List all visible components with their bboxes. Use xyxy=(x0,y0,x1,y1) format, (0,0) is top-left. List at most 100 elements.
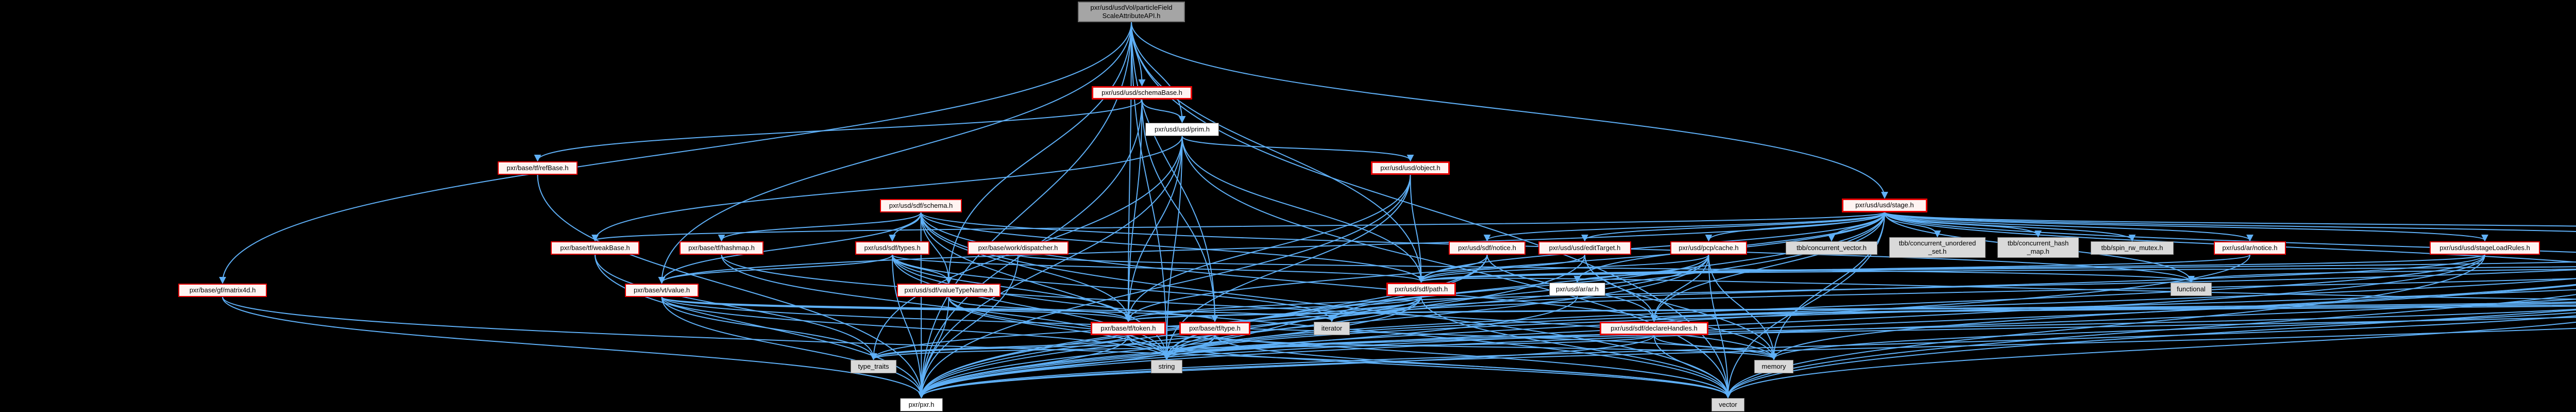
edge-pcpCache-to-sdfPath xyxy=(1417,254,1709,283)
edge-pcpCache-to-iterator xyxy=(1328,254,1709,322)
edge-sdfSchema-to-sdfPath xyxy=(920,212,1425,283)
edge-sdfSchema-to-sdfTypes xyxy=(889,212,922,242)
graph-node-object[interactable]: pxr/usd/usd/object.h xyxy=(1371,161,1450,175)
edge-stage-to-vector xyxy=(1724,212,1885,399)
graph-node-refBase[interactable]: pxr/base/tf/refBase.h xyxy=(498,161,578,175)
graph-node-stage[interactable]: pxr/usd/usd/stage.h xyxy=(1842,199,1927,212)
edge-vtValue-to-pxrH xyxy=(661,296,925,399)
edge-declareHandles-to-pxrH xyxy=(918,335,1655,399)
edge-sdfPath-to-iterator xyxy=(1328,295,1422,322)
edge-schemaBase-to-refBase xyxy=(534,99,1143,162)
edge-schemaRegistry-to-sdfPath xyxy=(1418,275,2576,300)
graph-node-vtValue[interactable]: pxr/base/vt/value.h xyxy=(625,284,699,297)
edge-root-to-matrix4d xyxy=(219,22,1132,284)
graph-node-pcpCache[interactable]: pxr/usd/pcp/cache.h xyxy=(1670,241,1747,255)
graph-node-vector: vector xyxy=(1711,398,1744,411)
graph-node-functional: functional xyxy=(2171,283,2212,296)
edge-valueTypeName-to-pxrH xyxy=(918,296,950,399)
graph-node-root: pxr/usd/usdVol/particleField ScaleAttrib… xyxy=(1078,2,1185,22)
graph-node-sdfTypes[interactable]: pxr/usd/sdf/types.h xyxy=(855,241,929,255)
edge-stage-to-sdfNotice xyxy=(1483,212,1885,242)
edge-pcpCache-to-string xyxy=(1163,254,1709,360)
edge-stage-to-primDefinition xyxy=(1884,212,2576,232)
graph-node-hashmap[interactable]: pxr/base/tf/hashmap.h xyxy=(680,241,764,255)
graph-node-tfType[interactable]: pxr/base/tf/type.h xyxy=(1179,322,1250,335)
edge-stage-to-stagePopulationMask xyxy=(1884,212,2576,227)
graph-node-memory: memory xyxy=(1754,360,1793,373)
edge-root-to-vtValue xyxy=(658,22,1132,284)
edge-stagePopulationMask-to-functional xyxy=(2188,269,2576,283)
edge-schemaBase-to-prim xyxy=(1141,99,1186,123)
edge-prim-to-pxrH xyxy=(918,136,1183,399)
edge-stage-to-usdCommon xyxy=(1884,212,2576,253)
edge-weakBase-to-typeTraits xyxy=(595,254,877,360)
edge-root-to-string xyxy=(1131,22,1171,360)
edge-sdfTypes-to-tfToken xyxy=(892,254,1132,322)
edge-pcpCache-to-vector xyxy=(1708,254,1732,399)
edge-tfType-to-typeTraits xyxy=(870,335,1215,360)
edge-schemaRegistry-to-string xyxy=(1163,308,2576,360)
edge-usdCommon-to-declareHandles xyxy=(1651,305,2576,322)
edge-sdfSchema-to-pxrH xyxy=(918,212,925,399)
edge-tfType-to-pxrH xyxy=(918,335,1215,399)
edge-declareHandles-to-typeTraits xyxy=(870,335,1655,360)
graph-node-typeTraits: type_traits xyxy=(851,360,896,373)
edge-hashmap-to-string xyxy=(721,254,1171,360)
graph-node-editTarget[interactable]: pxr/usd/usd/editTarget.h xyxy=(1538,241,1631,255)
graph-node-iterator: iterator xyxy=(1314,322,1350,335)
edge-tfType-to-iterator xyxy=(1214,315,1335,339)
edge-sdfTypes-to-pxrH xyxy=(892,254,925,399)
edge-root-to-stage xyxy=(1131,22,1888,199)
edge-valueTypeName-to-tfToken xyxy=(948,296,1132,322)
graph-node-pxrH: pxr/pxr.h xyxy=(900,398,943,411)
graph-node-arAr: pxr/usd/ar/ar.h xyxy=(1549,283,1605,296)
graph-node-sdfPath[interactable]: pxr/usd/sdf/path.h xyxy=(1386,283,1456,296)
edge-editTarget-to-sdfPath xyxy=(1417,254,1585,283)
edge-sdfSchema-to-vtValue xyxy=(658,212,922,284)
edge-primDefinition-to-string xyxy=(1163,278,2576,360)
edge-sdfPath-to-string xyxy=(1163,295,1422,360)
graph-node-string: string xyxy=(1151,360,1182,373)
edge-sdfSchema-to-valueTypeName xyxy=(920,212,953,284)
graph-node-sdfSchema[interactable]: pxr/usd/sdf/schema.h xyxy=(880,199,962,212)
edge-sdfPath-to-pxrH xyxy=(918,295,1422,399)
edge-sdfTypes-to-vtValue xyxy=(658,254,893,284)
graph-node-weakBase[interactable]: pxr/base/tf/weakBase.h xyxy=(551,241,639,255)
edge-prim-to-weakBase xyxy=(591,136,1183,242)
graph-node-stageLoadRules[interactable]: pxr/usd/usd/stageLoadRules.h xyxy=(2430,241,2540,255)
edge-vtValue-to-iterator xyxy=(661,296,1335,322)
edge-declareHandles-to-memory xyxy=(1653,335,1777,360)
graph-node-valueTypeName[interactable]: pxr/usd/sdf/valueTypeName.h xyxy=(897,284,1001,297)
graph-node-tbbSpinRw: tbb/spin_rw_mutex.h xyxy=(2091,241,2174,255)
edge-object-to-sdfPath xyxy=(1410,174,1425,283)
edge-sdfTypes-to-sdfPath xyxy=(892,254,1425,283)
edge-prim-to-sdfPath xyxy=(1181,136,1425,283)
edge-sdfTypes-to-string xyxy=(892,254,1171,360)
edge-stage-to-editTarget xyxy=(1581,212,1885,242)
edge-root-to-tfToken xyxy=(1125,22,1132,322)
edge-prim-to-tfToken xyxy=(1125,136,1183,322)
edge-stage-to-weakBase xyxy=(591,212,1885,242)
edge-weakBase-to-pxrH xyxy=(595,254,925,399)
edge-vtValue-to-string xyxy=(661,296,1171,360)
graph-node-tbbUnorderedSet: tbb/concurrent_unordered _set.h xyxy=(1889,237,1986,258)
graph-node-arNotice[interactable]: pxr/usd/ar/notice.h xyxy=(2214,241,2286,255)
edge-stagePopulationMask-to-iterator xyxy=(1328,278,2576,322)
edge-schemaRegistry-to-declareHandles xyxy=(1651,302,2576,322)
edge-tfToken-to-typeTraits xyxy=(870,335,1129,360)
graph-node-declareHandles[interactable]: pxr/usd/sdf/declareHandles.h xyxy=(1600,322,1708,335)
edge-stage-to-tbbSpinRw xyxy=(1884,212,2136,242)
graph-node-matrix4d[interactable]: pxr/base/gf/matrix4d.h xyxy=(178,284,267,297)
graph-node-dispatcher[interactable]: pxr/base/work/dispatcher.h xyxy=(968,241,1069,255)
edge-dispatcher-to-pxrH xyxy=(918,254,1019,399)
edge-matrix4d-to-pxrH xyxy=(222,296,925,399)
edge-stage-to-declareHandles xyxy=(1650,212,1885,322)
graph-node-tfToken[interactable]: pxr/base/tf/token.h xyxy=(1091,322,1166,335)
edge-stage-to-arNotice xyxy=(1884,212,2253,242)
graph-node-sdfNotice[interactable]: pxr/usd/sdf/notice.h xyxy=(1449,241,1526,255)
edge-valueTypeName-to-vector xyxy=(948,296,1732,399)
edge-tfType-to-memory xyxy=(1214,335,1777,360)
graph-node-schemaBase[interactable]: pxr/usd/usd/schemaBase.h xyxy=(1092,86,1192,100)
